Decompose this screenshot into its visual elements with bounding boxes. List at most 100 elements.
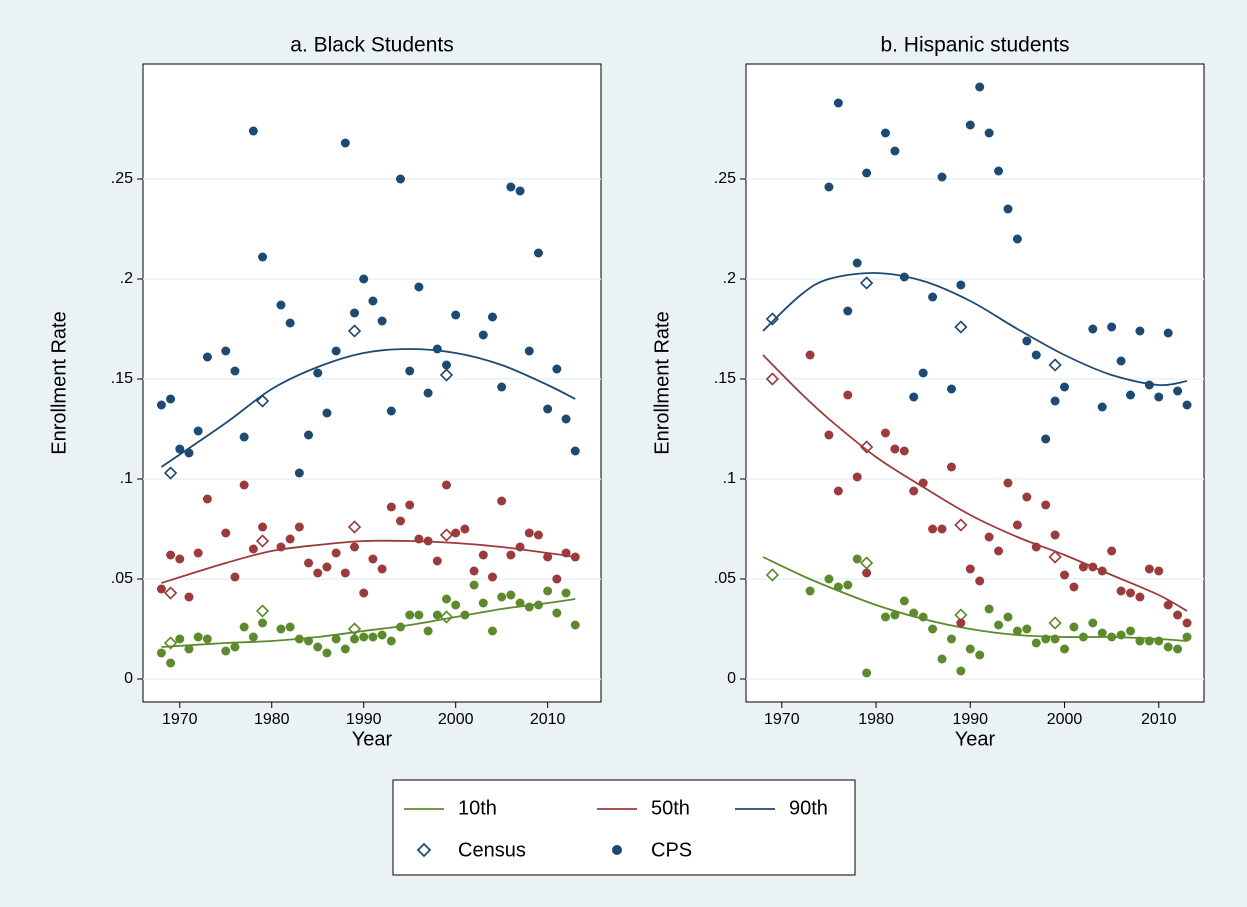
- cps-point: [350, 634, 360, 644]
- y-tick-label: .05: [111, 570, 133, 587]
- cps-point: [1031, 638, 1041, 648]
- cps-point: [460, 524, 470, 534]
- cps-point: [405, 500, 415, 510]
- cps-point: [506, 590, 516, 600]
- cps-point: [506, 182, 516, 192]
- cps-point: [285, 534, 295, 544]
- cps-point: [1050, 396, 1060, 406]
- cps-point: [1163, 642, 1173, 652]
- cps-point: [552, 608, 562, 618]
- cps-point: [497, 592, 507, 602]
- cps-point: [1022, 336, 1032, 346]
- cps-point: [1173, 386, 1183, 396]
- y-tick-label: .05: [714, 570, 736, 587]
- cps-point: [469, 566, 479, 576]
- cps-point: [386, 636, 396, 646]
- y-tick-label: .15: [714, 370, 736, 387]
- x-tick-label: 1970: [764, 711, 800, 728]
- chart-title: b. Hispanic students: [880, 34, 1069, 57]
- cps-point: [880, 128, 890, 138]
- cps-point: [880, 428, 890, 438]
- cps-point: [239, 622, 249, 632]
- cps-point: [956, 666, 966, 676]
- cps-point: [843, 390, 853, 400]
- fit-line: [160, 348, 576, 468]
- cps-point: [956, 280, 966, 290]
- cps-point: [543, 586, 553, 596]
- cps-point: [561, 414, 571, 424]
- cps-point: [965, 644, 975, 654]
- cps-point: [965, 564, 975, 574]
- cps-point: [478, 598, 488, 608]
- cps-point: [405, 366, 415, 376]
- cps-point: [221, 528, 231, 538]
- cps-point: [469, 580, 479, 590]
- cps-point: [377, 564, 387, 574]
- cps-point: [248, 126, 258, 136]
- cps-point: [432, 610, 442, 620]
- y-axis-label: Enrollment Rate: [48, 311, 70, 454]
- cps-point: [533, 248, 543, 258]
- cps-point: [276, 624, 286, 634]
- cps-point: [890, 146, 900, 156]
- cps-point: [1182, 632, 1192, 642]
- census-point: [439, 528, 454, 542]
- y-tick-label: .25: [714, 170, 736, 187]
- cps-point: [1060, 644, 1070, 654]
- cps-point: [184, 644, 194, 654]
- census-point: [765, 568, 780, 582]
- cps-point: [824, 574, 834, 584]
- cps-point: [313, 368, 323, 378]
- cps-point: [340, 568, 350, 578]
- cps-point: [1012, 234, 1022, 244]
- cps-point: [946, 462, 956, 472]
- cps-point: [1050, 530, 1060, 540]
- cps-point: [377, 630, 387, 640]
- cps-point: [928, 292, 938, 302]
- y-tick-label: 0: [124, 670, 133, 687]
- y-tick-label: .1: [120, 470, 133, 487]
- cps-point: [248, 632, 258, 642]
- cps-point: [340, 138, 350, 148]
- cps-point: [1182, 618, 1192, 628]
- cps-point: [368, 296, 378, 306]
- fit-line: [762, 556, 1188, 642]
- legend-box: [392, 779, 856, 876]
- fit-line: [161, 539, 576, 584]
- x-tick-label: 1990: [952, 711, 988, 728]
- cps-point: [487, 572, 497, 582]
- cps-point: [543, 404, 553, 414]
- cps-point: [928, 624, 938, 634]
- cps-point: [824, 430, 834, 440]
- cps-point: [824, 182, 834, 192]
- cps-point: [833, 486, 843, 496]
- cps-point: [368, 554, 378, 564]
- cps-point: [405, 610, 415, 620]
- cps-point: [230, 642, 240, 652]
- cps-point: [276, 300, 286, 310]
- cps-point: [258, 522, 268, 532]
- y-tick-label: .25: [111, 170, 133, 187]
- census-point: [954, 320, 968, 334]
- cps-point: [880, 612, 890, 622]
- cps-point: [331, 346, 341, 356]
- cps-point: [432, 344, 442, 354]
- cps-point: [843, 580, 853, 590]
- cps-point: [805, 350, 815, 360]
- cps-point: [909, 392, 919, 402]
- census-point: [255, 534, 270, 548]
- cps-point: [396, 516, 406, 526]
- cps-point: [1182, 400, 1192, 410]
- cps-point: [984, 532, 994, 542]
- census-point: [163, 466, 178, 480]
- census-point: [347, 622, 362, 636]
- cps-point: [322, 648, 332, 658]
- cps-point: [184, 592, 194, 602]
- cps-point: [1097, 628, 1107, 638]
- x-tick-label: 2000: [1047, 711, 1083, 728]
- x-tick-label: 1990: [346, 711, 382, 728]
- cps-point: [918, 368, 928, 378]
- cps-point: [1031, 350, 1041, 360]
- cps-point: [386, 406, 396, 416]
- census-point: [163, 636, 178, 650]
